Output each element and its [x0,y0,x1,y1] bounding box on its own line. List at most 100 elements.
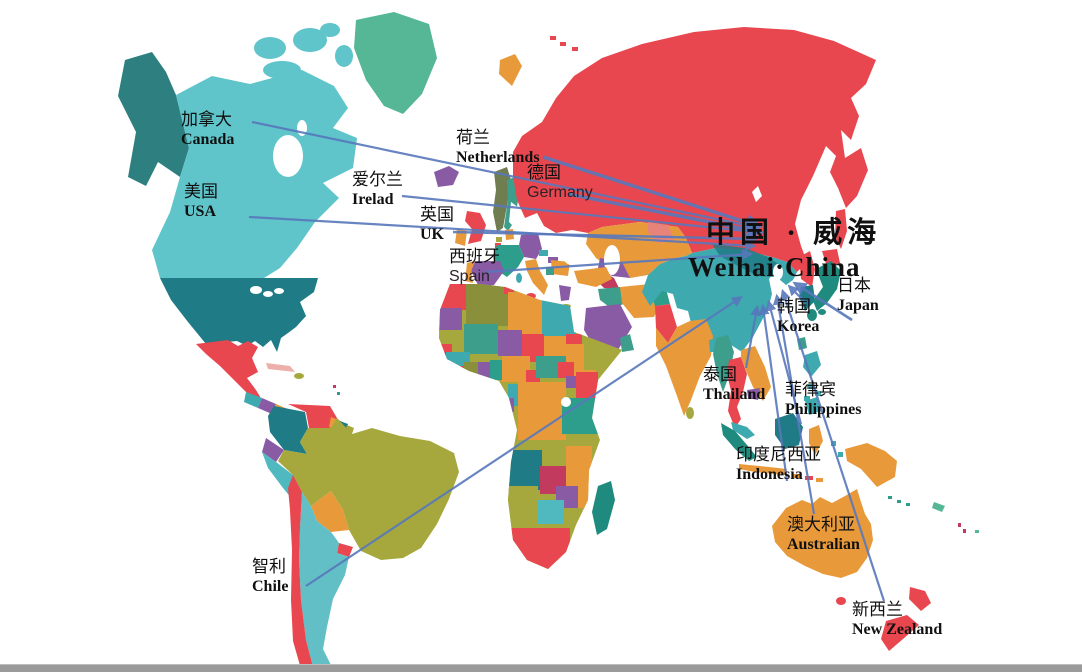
colombia [268,406,308,454]
bohai-sea [773,264,783,280]
label-chinese-text: 爱尔兰 [352,170,403,189]
label-chinese-text: 加拿大 [181,110,232,129]
label-english-text: Weihai·China [688,251,861,282]
china-northeast [712,244,781,277]
sumatra [721,423,757,461]
chile [288,475,313,669]
caspian-sea [604,245,620,275]
south-africa [504,528,570,569]
new-guinea [845,443,897,487]
label-english-text: New Zealand [852,621,943,639]
madagascar [592,481,615,535]
oman [620,334,634,352]
egypt [542,296,576,338]
mauritania [439,330,470,346]
iraq [598,287,628,309]
australia-shape [772,489,873,578]
arctic-island [293,28,327,52]
malaysia [731,422,755,439]
country-label-netherlands: 荷兰 Netherlands [456,128,540,168]
libya [508,292,542,336]
label-chinese-text: 美国 [184,182,218,201]
label-english-text: Netherlands [456,149,540,167]
central-america [244,392,262,408]
uganda [566,376,578,388]
arctic-island [560,42,566,46]
alaska [118,52,189,186]
czech [539,250,548,256]
kyushu [807,309,817,321]
country-label-chile: 智利 Chile [252,557,288,597]
lake-baikal [752,186,762,202]
route-line-netherlands [542,155,763,231]
country-label-germany: 德国 Germany [527,163,593,203]
tasmania [836,597,846,605]
country-label-new-zealand: 新西兰 New Zealand [852,600,942,640]
solomon-island [897,500,901,503]
ghana [478,362,490,380]
nz-south-island [881,615,919,651]
label-english-text: Korea [777,318,820,336]
visayas [815,391,821,396]
arctic-island [572,47,578,51]
lesser-sunda [805,476,813,480]
sardinia [516,273,522,283]
great-lake [274,288,284,294]
route-line-thailand [744,304,762,369]
nigeria [502,356,530,382]
routes-layer [248,120,886,602]
sri-lanka [686,407,694,419]
vanuatu [963,529,966,533]
country-label-spain: 西班牙 Spain [449,247,500,287]
south-sudan [558,362,574,378]
shikoku [818,309,826,315]
label-english-text: UK [420,226,444,244]
label-chinese-text: 德国 [527,163,561,182]
country-label-korea: 韩国 Korea [777,297,819,337]
great-lake [250,286,262,294]
route-line-spain [485,249,754,274]
route-line-canada [251,120,754,230]
country-label-japan: 日本 Japan [837,276,879,316]
country-label-indonesia: 印度尼西亚 Indonesia [736,445,821,485]
route-line-ireland [401,194,760,237]
visayas [807,384,813,389]
greece [559,285,571,301]
hokkaido [822,249,840,267]
venezuela [288,404,337,428]
arctic-island [335,45,353,67]
portugal [465,261,475,283]
great-britain [465,211,486,244]
route-line-indonesia [758,303,789,482]
hudson-bay [273,135,303,177]
usa [160,278,318,352]
lesser-sunda [816,478,823,482]
label-chinese-text: 澳大利亚 [787,515,855,534]
country-label-thailand: 泰国 Thailand [703,365,765,405]
thailand-shape [727,357,747,428]
senegal [439,344,452,352]
sierra-leone [452,366,464,378]
north-korea [799,251,815,287]
nz-north-island [909,587,931,611]
iceland [434,166,459,187]
label-chinese-text: 西班牙 [449,247,500,266]
black-sea [564,252,590,266]
norway [493,167,511,232]
kenya [576,372,598,398]
new-caledonia [932,502,945,512]
route-line-usa [248,215,757,252]
botswana [538,500,564,524]
germany-shape [519,233,542,259]
mexico [196,340,262,400]
cambodia [747,388,760,400]
fiji [975,530,979,533]
bolivia [311,491,349,532]
label-english-text: Germany [527,184,593,202]
label-chinese-text: 日本 [837,276,871,295]
label-english-text: Spain [449,268,490,286]
serbia [546,267,554,275]
country-label-usa: 美国 USA [184,182,218,222]
label-chinese-text: 韩国 [777,297,811,316]
